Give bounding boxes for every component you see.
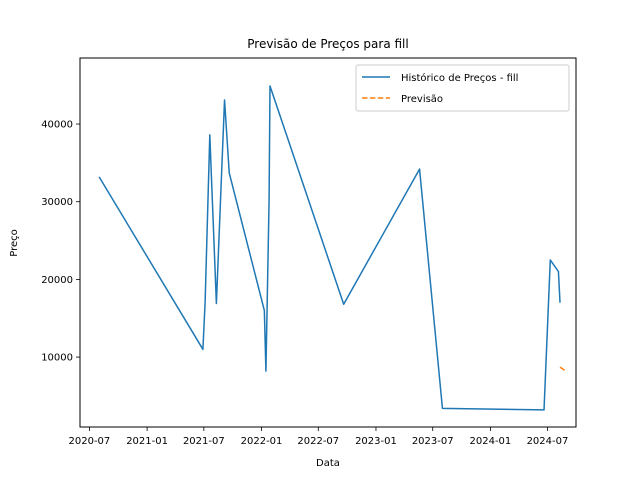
x-tick-label-2023-01: 2023-01	[355, 436, 397, 447]
y-axis-ticks: 10000 20000 30000 40000	[41, 120, 80, 364]
x-axis-label: Data	[316, 458, 340, 469]
x-axis-ticks: 2020-07 2021-01 2021-07 2022-01 2022-07 2023-…	[69, 427, 569, 447]
plot-area	[79, 57, 577, 428]
x-tick-label-2022-07: 2022-07	[297, 436, 339, 447]
plot-frame	[79, 57, 577, 428]
x-tick-label-2023-07: 2023-07	[412, 436, 454, 447]
y-tick-label-20000: 20000	[41, 275, 73, 286]
series-layer	[98, 85, 566, 411]
x-tick-label-2024-01: 2024-01	[470, 436, 512, 447]
x-tick-label-2022-01: 2022-01	[241, 436, 283, 447]
chart-title: Previsão de Preços para fill	[247, 37, 408, 51]
legend: Histórico de Preços - fill Previsão	[355, 64, 570, 112]
legend-label-previsao: Previsão	[401, 94, 443, 105]
x-tick-label-2021-01: 2021-01	[126, 436, 168, 447]
legend-label-historico: Histórico de Preços - fill	[401, 72, 518, 84]
y-tick-label-40000: 40000	[41, 120, 73, 131]
x-tick-label-2024-07: 2024-07	[527, 436, 569, 447]
series-line-previsao	[559, 366, 566, 371]
y-axis-label: Preço	[9, 229, 20, 257]
y-tick-label-30000: 30000	[41, 197, 73, 208]
y-tick-label-10000: 10000	[41, 353, 73, 364]
x-tick-label-2020-07: 2020-07	[69, 436, 111, 447]
x-tick-label-2021-07: 2021-07	[183, 436, 225, 447]
series-line-historico-de-precos-fill	[98, 85, 561, 411]
legend-box	[355, 64, 570, 112]
